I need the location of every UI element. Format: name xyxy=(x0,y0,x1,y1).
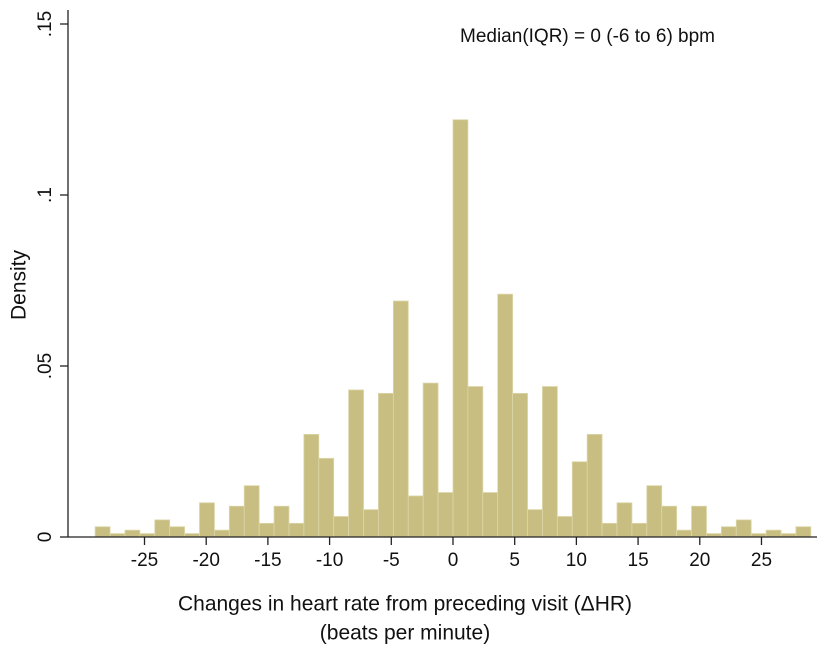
bar xyxy=(273,505,290,538)
y-tick-label: 0 xyxy=(35,532,56,543)
bar xyxy=(422,382,439,538)
y-tick-label: .15 xyxy=(35,11,56,37)
bar xyxy=(661,505,678,538)
x-tick-label: 20 xyxy=(689,550,710,571)
bar xyxy=(467,386,484,538)
bar xyxy=(94,526,111,538)
y-tick-label: .05 xyxy=(35,353,56,379)
bar xyxy=(601,522,618,538)
bar xyxy=(437,492,454,538)
bar xyxy=(258,522,275,538)
bar xyxy=(243,485,260,538)
bar xyxy=(735,519,752,538)
x-axis-title: Changes in heart rate from preceding vis… xyxy=(178,593,632,616)
bar xyxy=(288,522,305,538)
bar xyxy=(676,529,692,538)
bar xyxy=(512,392,528,538)
x-tick-label: 15 xyxy=(628,550,649,571)
bar xyxy=(199,502,215,538)
bar xyxy=(318,457,335,538)
bar xyxy=(169,526,186,538)
x-tick-label: -10 xyxy=(316,550,343,571)
bar xyxy=(452,119,469,538)
bar xyxy=(378,392,394,538)
bar xyxy=(482,492,499,538)
x-tick-label: -20 xyxy=(192,550,219,571)
bar xyxy=(631,522,648,538)
bar xyxy=(497,293,514,538)
bar xyxy=(228,505,245,538)
x-tick-label: -25 xyxy=(131,550,158,571)
bar xyxy=(527,509,543,538)
x-tick-label: 25 xyxy=(751,550,772,571)
bar xyxy=(795,526,812,538)
bar xyxy=(392,300,409,538)
bar xyxy=(542,386,558,538)
bar xyxy=(363,509,379,538)
x-tick-label: 10 xyxy=(566,550,587,571)
bar xyxy=(303,433,320,538)
bar xyxy=(124,529,141,538)
bar xyxy=(214,529,230,538)
x-tick-label: 0 xyxy=(448,550,459,571)
bar xyxy=(556,516,573,538)
bar xyxy=(571,461,588,538)
bar xyxy=(691,505,707,538)
bar xyxy=(616,502,633,538)
bar xyxy=(646,485,663,538)
x-tick-label: -15 xyxy=(254,550,281,571)
y-tick-label: .1 xyxy=(35,187,56,203)
bar xyxy=(154,519,171,538)
x-tick-label: 5 xyxy=(509,550,520,571)
bar xyxy=(348,389,364,538)
annotation: Median(IQR) = 0 (-6 to 6) bpm xyxy=(460,26,715,47)
bar xyxy=(407,495,424,538)
y-axis-title: Density xyxy=(8,249,31,320)
bar xyxy=(765,529,782,538)
bar xyxy=(333,516,350,538)
bar xyxy=(720,526,737,538)
x-axis-subtitle: (beats per minute) xyxy=(320,622,490,645)
bar xyxy=(586,433,603,538)
x-tick-label: -5 xyxy=(383,550,400,571)
